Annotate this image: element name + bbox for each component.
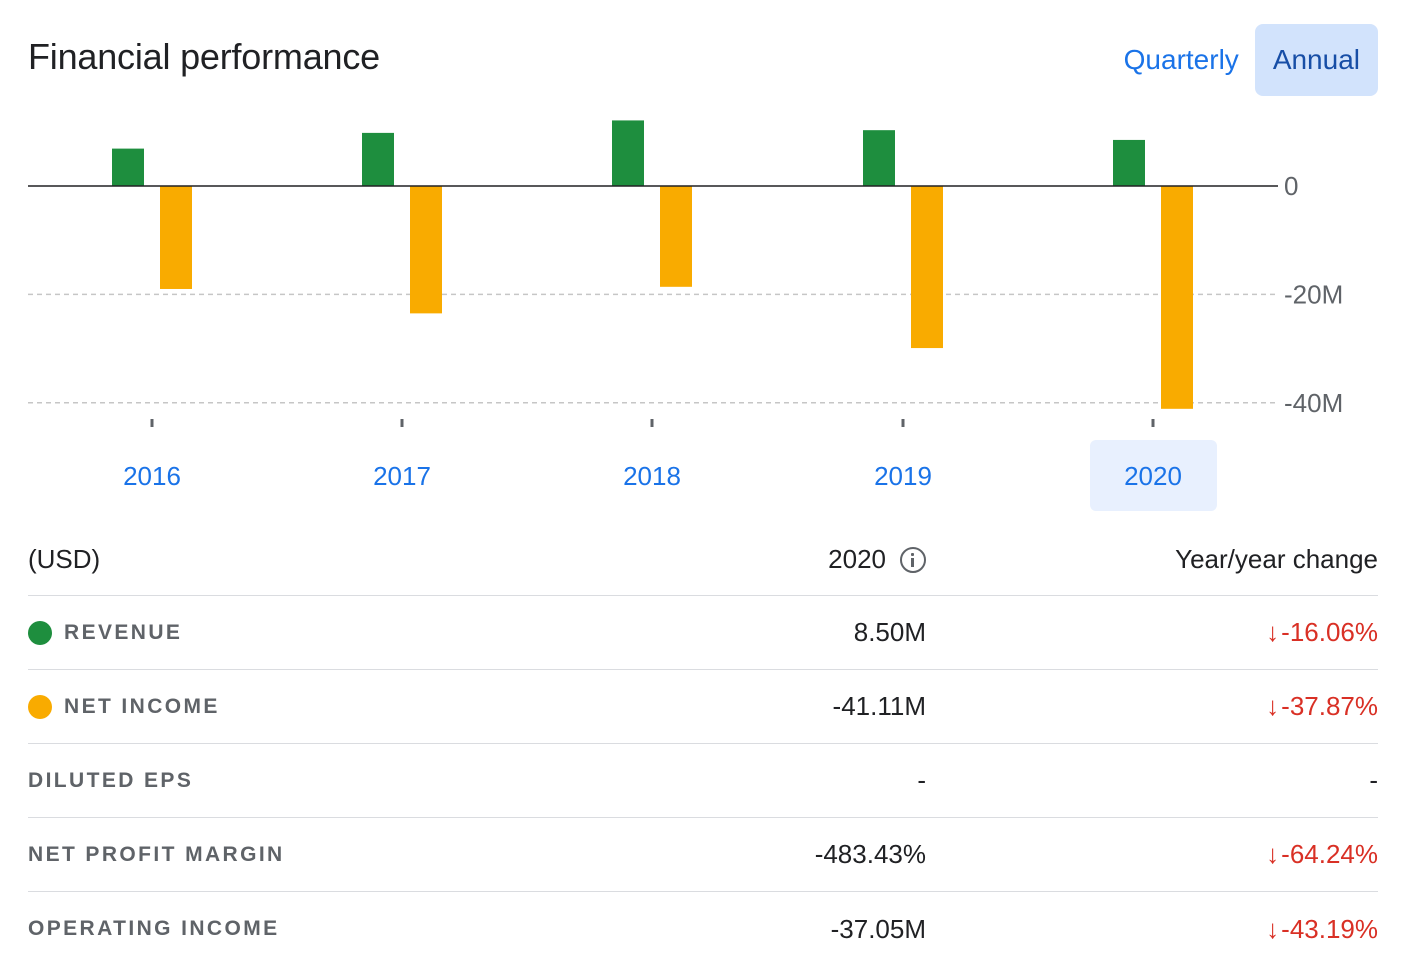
arrow-down-icon: ↓ bbox=[1266, 839, 1280, 869]
metric-change: ↓ -37.87% bbox=[926, 691, 1378, 722]
revenue-bar bbox=[1113, 139, 1145, 186]
metric-value: - bbox=[917, 765, 926, 795]
net-income-bar bbox=[410, 186, 442, 314]
metric-label-text: Diluted EPS bbox=[28, 768, 194, 792]
revenue-bar bbox=[863, 130, 895, 186]
year-label[interactable]: 2017 bbox=[373, 461, 431, 491]
financial-bar-chart: 0 -20M -40M 2016 2017 2018 2019 2020 bbox=[28, 120, 1343, 511]
table-row: Diluted EPS - - bbox=[28, 744, 1378, 818]
net-income-bar bbox=[660, 186, 692, 287]
table-row: Revenue 8.50M ↓ -16.06% bbox=[28, 596, 1378, 670]
metric-label: Net profit margin bbox=[28, 843, 326, 867]
net-income-bar bbox=[1161, 186, 1193, 409]
metric-label-text: Net income bbox=[64, 694, 220, 718]
change-header: Year/year change bbox=[1175, 544, 1378, 574]
metric-change: - bbox=[926, 765, 1378, 796]
year-label[interactable]: 2016 bbox=[123, 461, 181, 491]
metric-change-text: -37.87% bbox=[1281, 691, 1378, 721]
financial-table: (USD) 2020 Year/year change Revenue 8.50M… bbox=[28, 524, 1378, 960]
currency-label: (USD) bbox=[28, 544, 101, 574]
selected-year-highlight[interactable] bbox=[1090, 440, 1217, 511]
section-title: Financial performance bbox=[28, 36, 380, 77]
table-row: Operating income -37.05M ↓ -43.19% bbox=[28, 892, 1378, 960]
table-row: Net income -41.11M ↓ -37.87% bbox=[28, 670, 1378, 744]
metric-label-text: Operating income bbox=[28, 917, 280, 940]
legend-dot-icon bbox=[28, 694, 52, 719]
metric-label-text: Net profit margin bbox=[28, 842, 285, 866]
period-header: 2020 bbox=[326, 544, 926, 575]
table-row: Net profit margin -483.43% ↓ -64.24% bbox=[28, 818, 1378, 892]
year-label[interactable]: 2018 bbox=[623, 461, 681, 491]
legend-dot-icon bbox=[28, 620, 52, 645]
period-toggle: Quarterly Annual bbox=[1122, 24, 1378, 96]
metric-label: Revenue bbox=[28, 620, 326, 645]
y-tick-label: -20M bbox=[1284, 279, 1343, 309]
metric-change: ↓ -16.06% bbox=[926, 617, 1378, 648]
metric-change-text: -43.19% bbox=[1281, 913, 1378, 944]
y-tick-label: -40M bbox=[1284, 388, 1343, 418]
metric-value: -41.11M bbox=[832, 691, 926, 721]
metric-label: Operating income bbox=[28, 917, 326, 941]
metric-change: ↓ -64.24% bbox=[926, 839, 1378, 870]
metric-change-text: -64.24% bbox=[1281, 839, 1378, 869]
period-header-label: 2020 bbox=[828, 544, 886, 574]
annual-button[interactable]: Annual bbox=[1254, 24, 1378, 96]
metric-value: -37.05M bbox=[830, 913, 926, 944]
net-income-bar bbox=[911, 186, 943, 349]
y-tick-label: 0 bbox=[1284, 171, 1298, 201]
revenue-bar bbox=[612, 120, 644, 186]
metric-value: 8.50M bbox=[853, 617, 926, 647]
arrow-down-icon: ↓ bbox=[1266, 617, 1280, 647]
revenue-bar bbox=[112, 148, 144, 186]
quarterly-button[interactable]: Quarterly bbox=[1122, 24, 1241, 96]
metric-change-text: -16.06% bbox=[1281, 617, 1378, 647]
table-header: (USD) 2020 Year/year change bbox=[28, 524, 1378, 596]
info-icon[interactable] bbox=[900, 546, 926, 573]
year-label[interactable]: 2019 bbox=[874, 461, 932, 491]
metric-change: ↓ -43.19% bbox=[926, 914, 1378, 945]
arrow-down-icon: ↓ bbox=[1266, 913, 1280, 944]
metric-value: -483.43% bbox=[814, 839, 926, 869]
metric-label: Diluted EPS bbox=[28, 769, 326, 793]
metric-label: Net income bbox=[28, 694, 326, 719]
net-income-bar bbox=[160, 186, 192, 289]
metric-change-text: - bbox=[1369, 765, 1378, 795]
arrow-down-icon: ↓ bbox=[1266, 691, 1280, 721]
revenue-bar bbox=[362, 132, 394, 186]
year-label[interactable]: 2020 bbox=[1124, 461, 1182, 491]
metric-label-text: Revenue bbox=[64, 620, 183, 644]
